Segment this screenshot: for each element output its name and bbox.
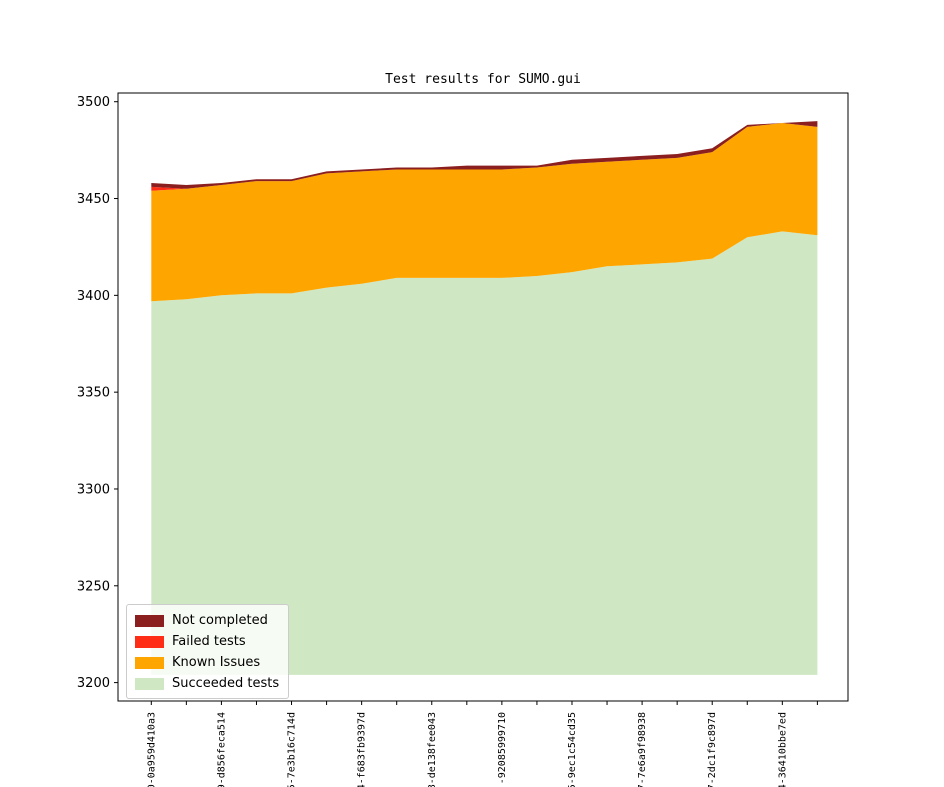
x-tick-label: 4-36410bbe7ed: [777, 712, 788, 787]
y-tick-label: 3250: [77, 579, 110, 594]
legend-row-not-completed: Not completed: [135, 610, 280, 631]
area-not-completed: [151, 121, 818, 189]
legend-row-failed-tests: Failed tests: [135, 631, 280, 652]
x-tick-label: 9-d856feca514: [216, 712, 227, 787]
chart-title: Test results for SUMO.gui: [385, 72, 581, 87]
x-tick-label: 7-7e6a9f98938: [637, 712, 648, 787]
x-tick-label: 5-9ec1c54cd35: [567, 712, 578, 787]
y-tick-label: 3500: [77, 95, 110, 110]
x-tick-label: 7-2dc1f9c897d: [707, 712, 718, 787]
legend-label: Known Issues: [172, 655, 261, 670]
legend-label: Failed tests: [172, 634, 246, 649]
x-tick-label: -92085999710: [497, 712, 508, 784]
x-tick-label: 8-de138fee043: [427, 712, 438, 787]
legend-row-succeeded-tests: Succeeded tests: [135, 673, 280, 694]
x-tick-label: 4-f683fb9397d: [357, 712, 368, 787]
y-tick-label: 3300: [77, 482, 110, 497]
legend-swatch-icon: [135, 635, 164, 648]
area-succeeded-tests: [151, 231, 818, 675]
y-tick-label: 3450: [77, 192, 110, 207]
legend-row-known-issues: Known Issues: [135, 652, 280, 673]
legend: Not completed Failed tests Known Issues Suc…: [126, 604, 289, 699]
x-tick-label: 0-0a959d410a3: [146, 712, 157, 787]
legend-label: Not completed: [172, 613, 268, 628]
y-tick-label: 3350: [77, 386, 110, 401]
legend-swatch-icon: [135, 656, 164, 669]
legend-swatch-icon: [135, 614, 164, 627]
legend-swatch-icon: [135, 677, 164, 690]
plot-area: [117, 92, 849, 702]
y-tick-label: 3200: [77, 676, 110, 691]
x-tick-label: 5-7e3b16c714d: [287, 712, 298, 787]
legend-label: Succeeded tests: [172, 676, 280, 691]
area-known-issues: [151, 123, 818, 302]
y-tick-label: 3400: [77, 289, 110, 304]
